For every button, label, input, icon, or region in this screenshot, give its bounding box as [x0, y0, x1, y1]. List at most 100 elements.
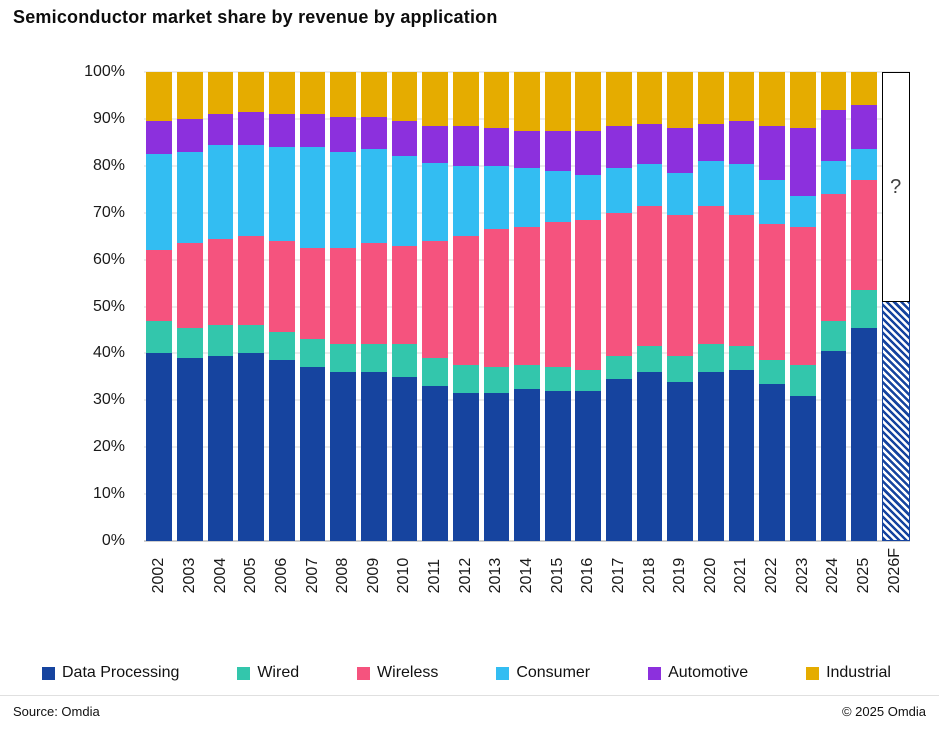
segment-wireless	[606, 212, 632, 356]
segment-data-processing	[330, 372, 357, 541]
segment-consumer	[452, 165, 479, 237]
stacked-bar	[177, 72, 203, 541]
bar-2015	[542, 72, 573, 541]
segment-automotive	[697, 123, 724, 162]
segment-automotive	[820, 109, 847, 162]
segment-industrial	[207, 72, 234, 115]
stacked-bar	[575, 72, 602, 541]
segment-consumer	[851, 149, 877, 180]
x-tick: 2016	[573, 541, 604, 594]
segment-industrial	[330, 72, 357, 117]
segment-wireless	[452, 236, 479, 366]
segment-wireless	[207, 238, 234, 326]
segment-industrial	[575, 72, 602, 131]
x-tick: 2018	[634, 541, 665, 594]
bar-2024	[818, 72, 849, 541]
x-tick: 2011	[420, 541, 451, 593]
y-tick-label: 90%	[92, 109, 125, 127]
segment-automotive	[238, 111, 265, 145]
stacked-bar	[667, 72, 694, 541]
bar-2014	[512, 72, 543, 541]
segment-consumer	[238, 144, 265, 237]
segment-wired	[728, 346, 755, 370]
bar-2020	[696, 72, 727, 541]
segment-automotive	[452, 125, 479, 166]
segment-automotive	[514, 130, 540, 169]
x-tick-label: 2005	[242, 557, 260, 594]
segment-wired	[146, 320, 173, 354]
segment-consumer	[636, 163, 663, 206]
y-tick-label: 100%	[84, 63, 125, 80]
segment-industrial	[636, 72, 663, 124]
x-tick-label: 2017	[609, 557, 627, 594]
stacked-bar	[728, 72, 755, 541]
segment-consumer	[422, 163, 448, 241]
x-tick-label: 2003	[180, 557, 198, 594]
segment-industrial	[391, 72, 418, 122]
legend-item-wired: Wired	[237, 664, 299, 682]
x-tick: 2005	[236, 541, 267, 594]
segment-automotive	[269, 114, 295, 148]
x-tick-label: 2002	[150, 557, 168, 594]
segment-wireless	[299, 247, 326, 340]
x-tick-label: 2013	[487, 557, 505, 594]
segment-data-processing	[667, 381, 694, 541]
x-tick-label: 2026F	[885, 548, 903, 594]
segment-automotive	[575, 130, 602, 176]
legend-item-data-processing: Data Processing	[42, 664, 179, 682]
x-tick-label: 2009	[364, 557, 382, 594]
segment-data-processing	[269, 360, 295, 541]
stacked-bar	[238, 72, 265, 541]
segment-automotive	[422, 125, 448, 164]
y-tick-label: 50%	[92, 297, 125, 315]
segment-consumer	[177, 151, 203, 244]
y-axis: 0% 10% 20% 30% 40% 50% 60% 70% 80% 90% 100%	[50, 63, 135, 549]
segment-automotive	[606, 125, 632, 169]
segment-automotive	[636, 123, 663, 164]
segment-automotive	[391, 121, 418, 157]
segment-industrial	[146, 72, 173, 122]
y-tick-label: 20%	[92, 438, 125, 456]
segment-consumer	[697, 161, 724, 206]
stacked-bar	[820, 72, 847, 541]
segment-wired	[269, 332, 295, 361]
x-tick: 2020	[696, 541, 727, 594]
segment-consumer	[789, 196, 816, 227]
segment-data-processing	[575, 390, 602, 541]
y-tick-label: 70%	[92, 203, 125, 221]
segment-industrial	[299, 72, 326, 115]
segment-automotive	[360, 116, 387, 150]
segment-wireless	[483, 229, 510, 368]
stacked-bar	[759, 72, 785, 541]
y-tick-label: 10%	[92, 485, 125, 503]
bar-2004	[205, 72, 236, 541]
stacked-bar	[452, 72, 479, 541]
bar-2019	[665, 72, 696, 541]
segment-wired	[759, 360, 785, 384]
plot-area: ?	[144, 71, 910, 542]
segment-industrial	[360, 72, 387, 117]
segment-automotive	[544, 130, 571, 171]
legend-label: Industrial	[826, 664, 891, 681]
bar-2010	[389, 72, 420, 541]
segment-data-processing	[207, 355, 234, 541]
segment-industrial	[697, 72, 724, 124]
segment-data-processing	[606, 379, 632, 541]
segment-data-processing	[391, 376, 418, 541]
x-tick-label: 2025	[855, 557, 873, 594]
segment-industrial	[514, 72, 540, 131]
legend-swatch	[357, 666, 371, 680]
segment-consumer	[820, 161, 847, 194]
stacked-bar	[544, 72, 571, 541]
segment-data-processing	[759, 383, 785, 541]
segment-consumer	[269, 147, 295, 241]
stacked-bar	[789, 72, 816, 541]
segment-wireless	[391, 245, 418, 345]
segment-data-processing	[789, 395, 816, 541]
segment-wireless	[330, 247, 357, 345]
segment-industrial	[269, 72, 295, 115]
segment-wired	[299, 339, 326, 368]
segment-automotive	[728, 121, 755, 164]
x-tick-label: 2012	[456, 557, 474, 594]
segment-consumer	[514, 168, 540, 227]
